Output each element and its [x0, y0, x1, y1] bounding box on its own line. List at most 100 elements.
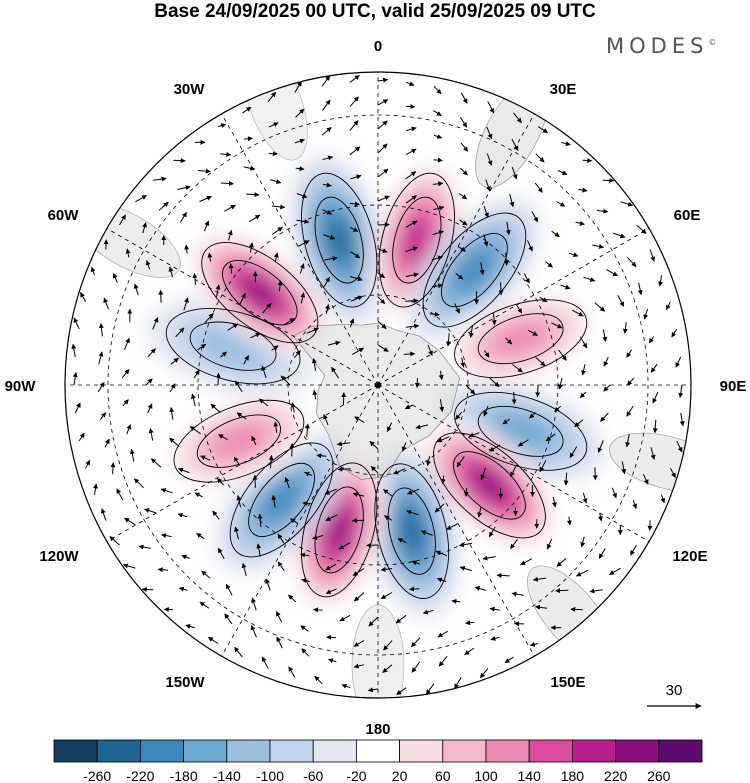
wind-vector	[295, 166, 305, 172]
wind-vector	[212, 510, 220, 520]
wind-vector	[301, 578, 310, 584]
wind-vector	[337, 466, 351, 472]
wind-vector	[592, 244, 604, 249]
colorbar-tick-label: -220	[126, 768, 154, 783]
wind-vector	[242, 106, 252, 114]
wind-vector	[207, 252, 213, 262]
wind-vector	[420, 530, 433, 536]
wind-vector	[411, 661, 421, 673]
wind-vector	[288, 666, 296, 678]
wind-vector	[152, 317, 159, 330]
wind-vector	[123, 337, 130, 350]
wind-vector	[382, 664, 393, 673]
wind-vector	[406, 126, 417, 132]
contour-line	[301, 172, 378, 308]
wind-vector	[112, 273, 118, 283]
wind-vector	[71, 343, 77, 358]
wind-vector	[252, 474, 258, 488]
wind-vector	[250, 624, 257, 638]
wind-vector	[568, 252, 579, 258]
wind-vector	[445, 333, 451, 347]
wind-vector	[602, 177, 615, 183]
wind-vector	[197, 343, 207, 351]
wind-vector	[268, 454, 274, 469]
wind-vector	[370, 465, 379, 474]
wind-vector	[234, 526, 239, 540]
wind-vector	[288, 594, 297, 603]
wind-vector	[133, 283, 139, 296]
wind-vector	[523, 273, 530, 284]
wind-vector	[510, 539, 518, 550]
wind-vector	[160, 488, 173, 494]
wind-vector	[78, 432, 85, 442]
wind-vector	[489, 606, 500, 612]
wind-vector	[80, 292, 87, 303]
wind-vector	[426, 456, 431, 466]
wind-vector	[97, 381, 105, 393]
wind-vector	[551, 496, 557, 508]
wind-vector	[169, 407, 175, 420]
wind-vector	[490, 636, 500, 641]
wind-vector	[244, 136, 253, 142]
wind-vector	[454, 303, 460, 314]
wind-vector	[603, 356, 609, 367]
wind-vector	[268, 122, 279, 128]
wind-vector	[626, 349, 633, 358]
wind-vector	[405, 81, 415, 87]
wind-vector	[510, 464, 518, 477]
lon-label-120w: 120W	[39, 548, 79, 565]
wind-vector	[505, 221, 511, 236]
contour-line	[201, 242, 319, 344]
contour-line	[477, 405, 564, 457]
wind-vector	[580, 536, 586, 548]
wind-vector	[409, 586, 420, 592]
wind-vector	[121, 369, 130, 379]
wind-vector	[295, 108, 305, 118]
wind-vector	[535, 604, 548, 610]
wind-vector	[377, 344, 389, 352]
wind-vector	[199, 195, 212, 202]
wind-vector	[649, 249, 656, 262]
wind-vector	[323, 414, 329, 426]
wind-vector	[293, 350, 301, 359]
contour-line	[248, 462, 315, 537]
anomaly-lobe	[491, 321, 551, 357]
wind-vector	[233, 456, 240, 466]
wind-vector	[236, 412, 247, 420]
wind-vector	[251, 435, 257, 446]
wind-vector	[569, 446, 578, 459]
wind-vector	[511, 391, 517, 405]
map-body	[65, 72, 691, 698]
map-border	[64, 71, 692, 699]
wind-vector	[650, 447, 656, 460]
wind-vector	[207, 636, 219, 644]
anomaly-lobe	[455, 249, 494, 291]
wind-vector	[321, 127, 332, 136]
contour-line	[477, 313, 564, 365]
anomaly-lobe	[244, 279, 276, 307]
wind-vector	[185, 623, 195, 629]
wind-vector	[377, 272, 386, 279]
pole-marker	[375, 382, 381, 388]
wind-vector	[325, 563, 337, 571]
wind-vector	[431, 255, 443, 261]
wind-vector	[509, 193, 515, 208]
wind-vector	[451, 598, 461, 604]
wind-vector	[349, 74, 360, 83]
map-title: Base 24/09/2025 00 UTC, valid 25/09/2025…	[154, 1, 596, 22]
wind-vector	[582, 492, 588, 504]
wind-vector	[496, 572, 510, 578]
wind-vector	[234, 380, 243, 393]
wind-vector	[574, 419, 584, 428]
wind-vector	[377, 77, 389, 83]
wind-vector	[479, 668, 489, 679]
lon-label-60w: 60W	[48, 207, 80, 224]
wind-vector	[460, 357, 466, 368]
wind-vector	[377, 120, 388, 130]
wind-vector	[236, 495, 242, 508]
wind-vector	[273, 252, 279, 263]
wind-vector	[241, 562, 247, 577]
wind-vector	[218, 434, 228, 441]
wind-vector	[129, 448, 135, 462]
wind-vector	[383, 489, 393, 497]
